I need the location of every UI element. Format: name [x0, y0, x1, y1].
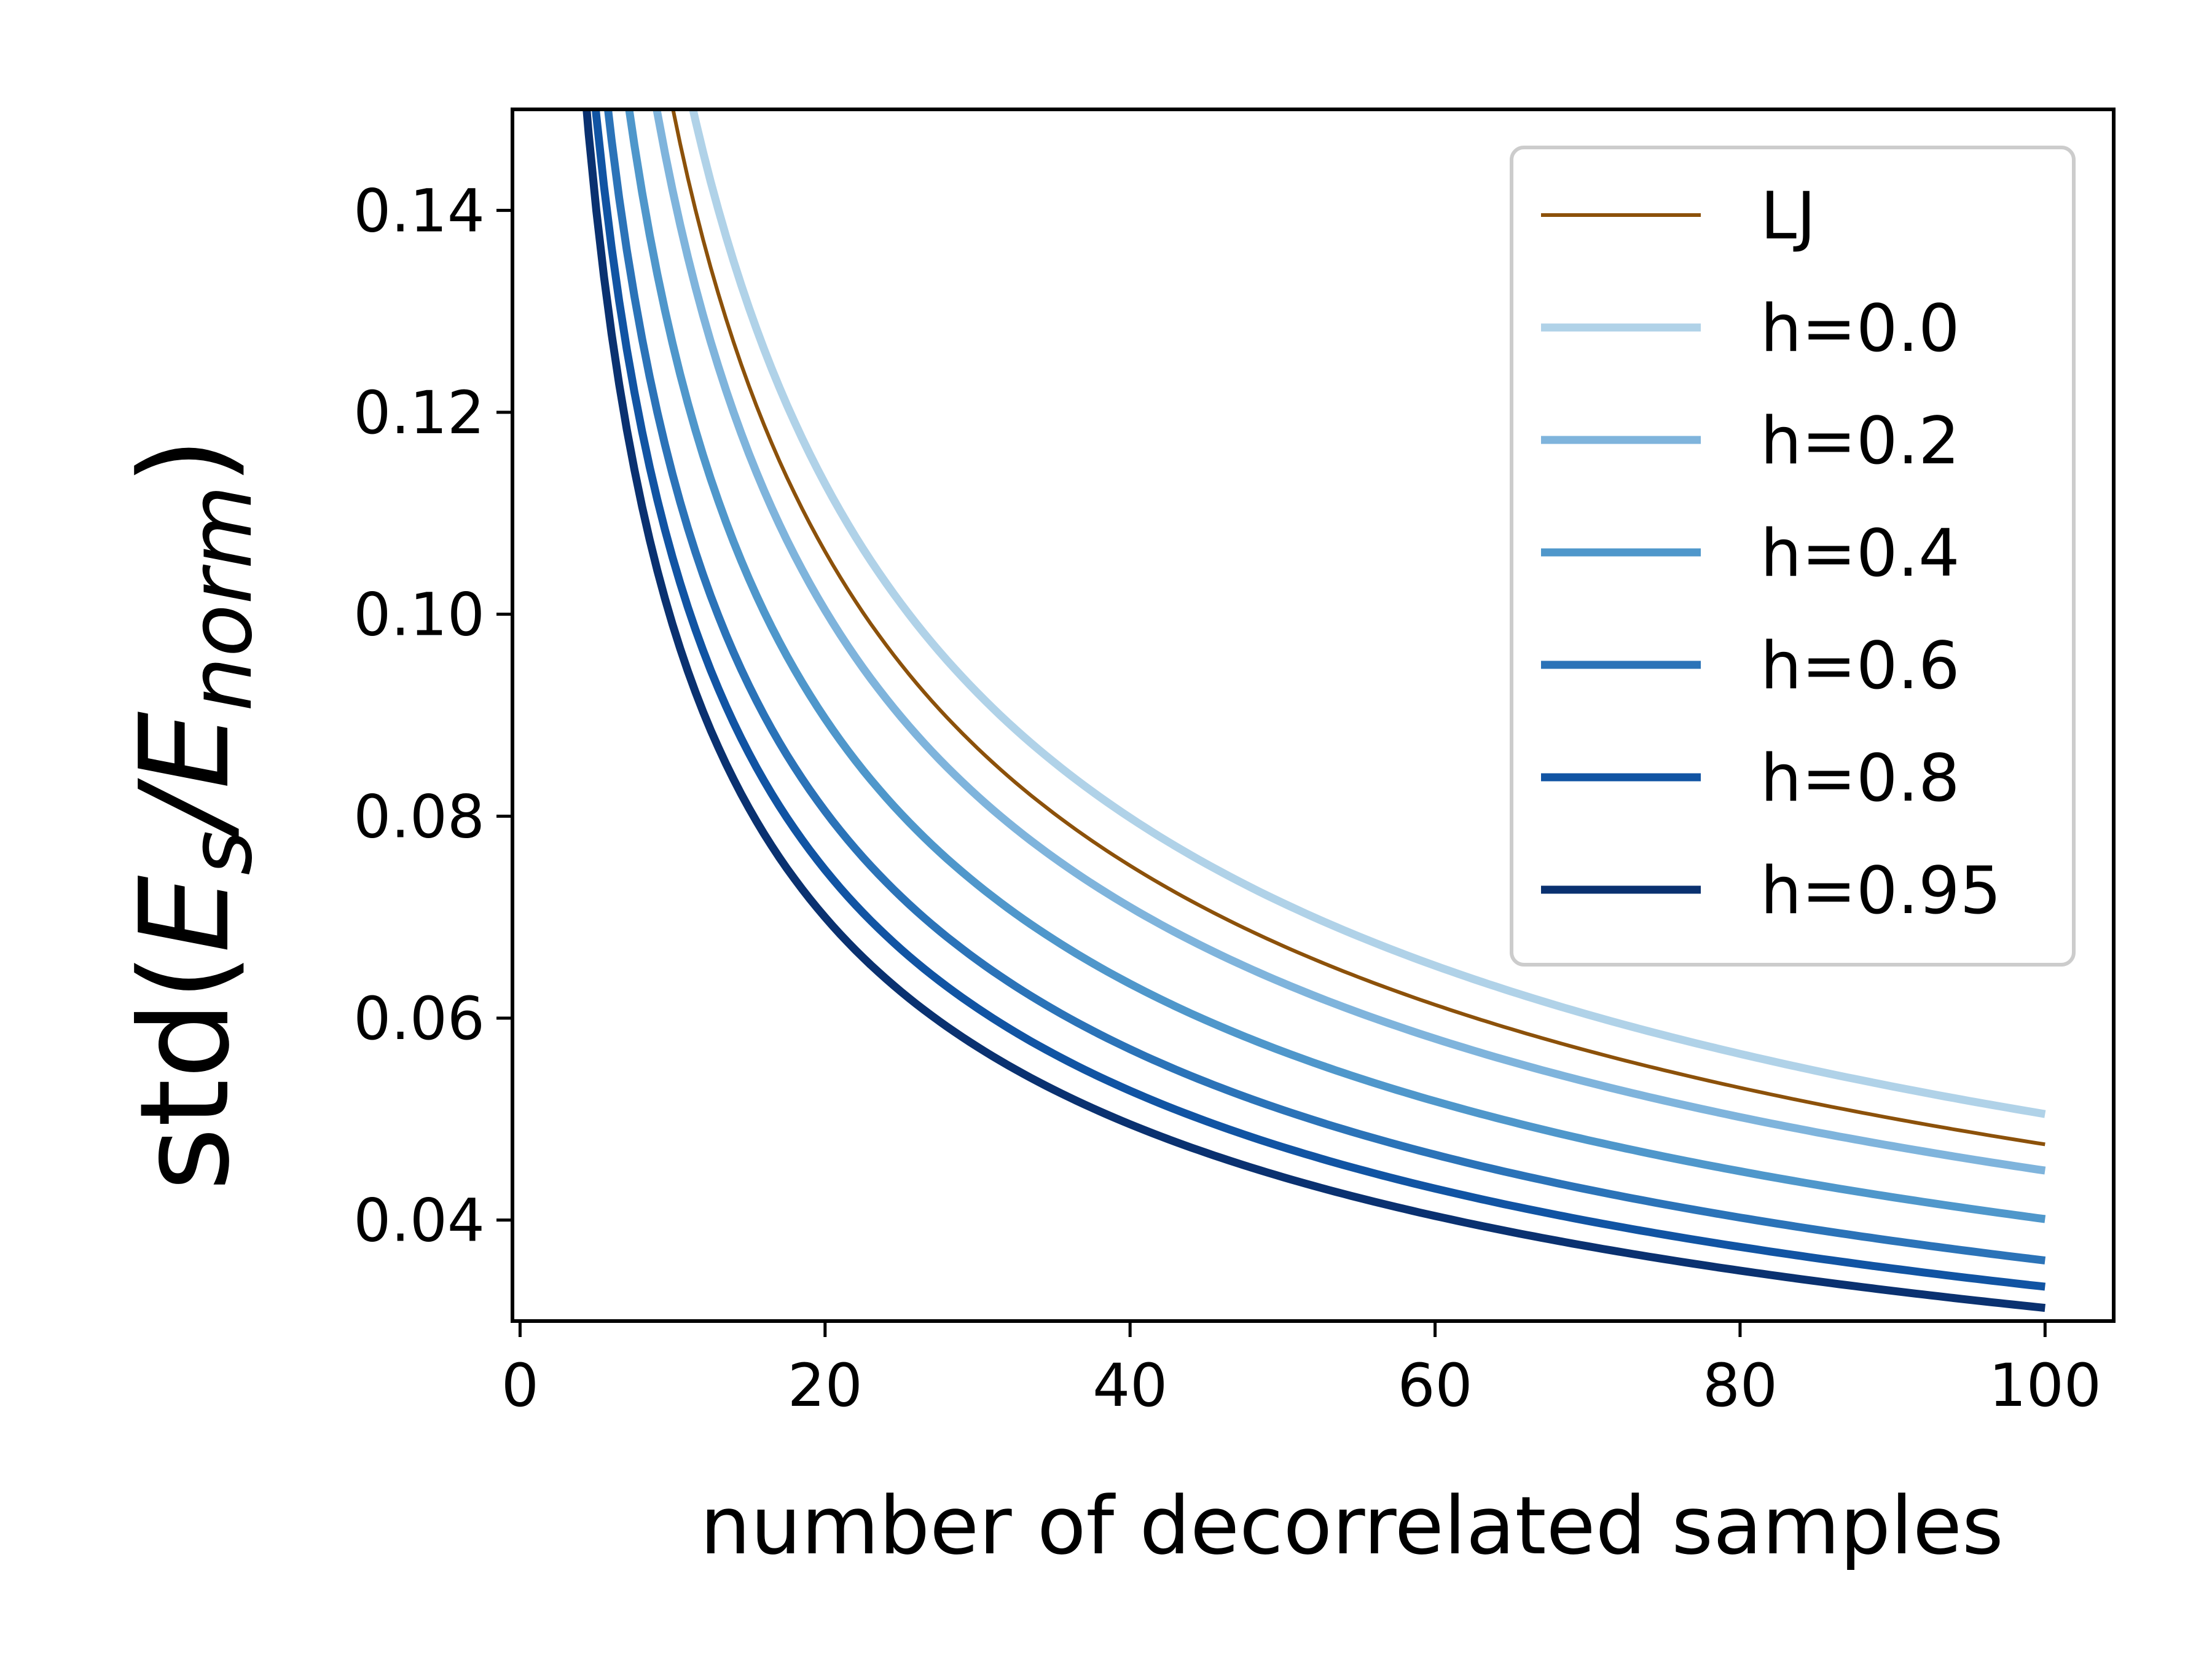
series-line-h-0-6: [604, 109, 2046, 1265]
y-label-prefix: std(: [114, 953, 257, 1191]
x-tick-label: 40: [1092, 1351, 1167, 1420]
y-tick-label: 0.06: [353, 984, 485, 1053]
series-line-h-0-2: [653, 109, 2046, 1175]
legend-label: h=0.0: [1760, 291, 1960, 366]
series-line-h-0-95: [582, 109, 2045, 1312]
y-label-e1: E: [114, 876, 257, 953]
y-tick-label: 0.10: [353, 581, 485, 649]
y-label-sub2: norm: [171, 485, 272, 712]
series-line-h-0-0: [689, 109, 2046, 1118]
y-tick-label: 0.08: [353, 782, 485, 851]
series-line-h-0-8: [592, 109, 2046, 1291]
series-line-lj: [671, 109, 2045, 1147]
series-line-h-0-4: [625, 109, 2046, 1223]
x-axis: 0 20 40 60 80 100: [501, 1321, 2101, 1420]
y-axis-label: std(Es/Enorm): [114, 437, 272, 1191]
x-tick-label: 80: [1703, 1351, 1778, 1420]
plot-frame: [511, 108, 2116, 1323]
y-label-e2: E: [114, 712, 257, 789]
legend-label: h=0.4: [1760, 516, 1960, 591]
y-tick-label: 0.12: [353, 378, 485, 447]
legend-box: [1510, 146, 2076, 967]
x-tick-label: 60: [1397, 1351, 1472, 1420]
x-tick-label: 20: [788, 1351, 863, 1420]
y-label-sub1: s: [171, 831, 272, 876]
legend: LJ h=0.0 h=0.2 h=0.4 h=0.6 h=0.8 h=0.95: [1510, 146, 2076, 967]
x-tick-label: 100: [1989, 1351, 2101, 1420]
legend-label: LJ: [1760, 178, 1816, 254]
series-layer: [582, 109, 2046, 1312]
legend-label: h=0.2: [1760, 403, 1960, 479]
x-axis-label: number of decorrelated samples: [700, 1479, 2004, 1572]
legend-label: h=0.6: [1760, 628, 1960, 704]
y-axis: 0.04 0.06 0.08 0.10 0.12 0.14: [353, 176, 512, 1255]
legend-label: h=0.8: [1760, 740, 1960, 816]
y-tick-label: 0.04: [353, 1186, 485, 1255]
x-tick-label: 0: [501, 1351, 539, 1420]
y-label-suffix: ): [114, 437, 257, 485]
legend-label: h=0.95: [1760, 853, 2001, 928]
y-tick-label: 0.14: [353, 176, 485, 245]
